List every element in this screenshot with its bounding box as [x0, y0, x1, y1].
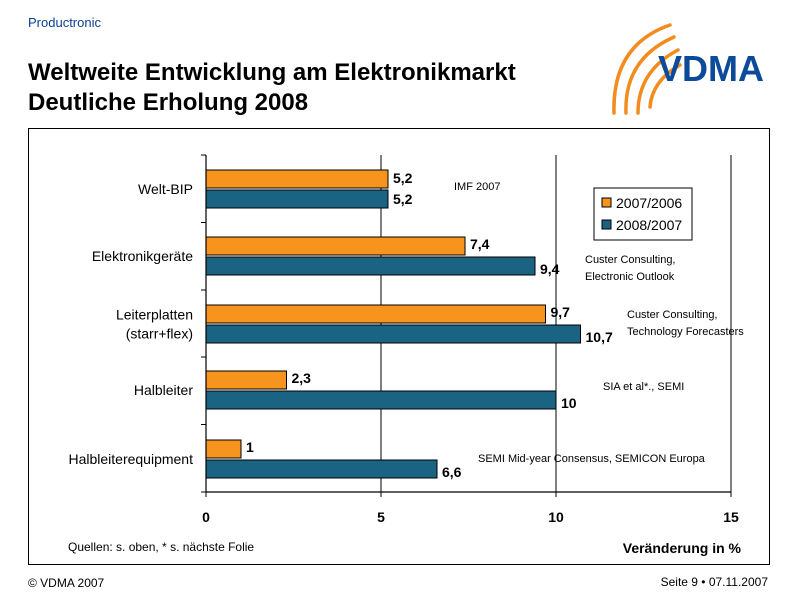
value-label-2-1: 9,4 — [540, 261, 560, 277]
source-annotation-1-1: Electronic Outlook — [585, 271, 675, 283]
source-note: Quellen: s. oben, * s. nächste Folie — [68, 540, 254, 554]
value-label-1-1: 7,4 — [470, 236, 490, 252]
title-line-2: Deutliche Erholung 2008 — [28, 89, 309, 116]
logo-arcs — [612, 23, 682, 115]
value-label-2-2: 10,7 — [586, 329, 613, 345]
source-annotation-0-0: IMF 2007 — [454, 181, 500, 193]
vdma-logo: VDMA — [612, 23, 764, 115]
chart-frame — [28, 128, 770, 565]
legend-swatch-1 — [601, 197, 612, 208]
category-label-3-0: Halbleiter — [134, 382, 193, 398]
value-label-2-0: 5,2 — [393, 191, 413, 207]
legend-swatch-2 — [601, 219, 612, 230]
source-annotation-4-0: SEMI Mid-year Consensus, SEMICON Europa — [478, 453, 706, 465]
x-tick-label-3: 15 — [723, 509, 739, 525]
x-tick-label-0: 0 — [202, 509, 210, 525]
category-label-0-0: Welt-BIP — [138, 181, 193, 197]
category-label-2-1: (starr+flex) — [126, 326, 193, 342]
value-label-1-3: 2,3 — [292, 370, 312, 386]
category-label-4-0: Halbleiterequipment — [68, 451, 193, 467]
source-annotation-2-1: Technology Forecasters — [627, 326, 744, 338]
category-label-2-0: Leiterplatten — [116, 307, 193, 323]
bar-1-0 — [205, 169, 389, 189]
legend-label-1: 2007/2006 — [616, 195, 682, 211]
logo-text: VDMA — [658, 48, 764, 89]
bar-1-1 — [205, 236, 466, 256]
bar-2-4 — [205, 459, 438, 479]
footer-copyright: © VDMA 2007 — [28, 576, 105, 590]
value-label-1-4: 1 — [246, 439, 254, 455]
footer-page-info: Seite 9 • 07.11.2007 — [660, 575, 768, 589]
value-label-2-4: 6,6 — [442, 464, 462, 480]
bar-2-2 — [205, 324, 581, 344]
section-label: Productronic — [28, 15, 101, 30]
x-tick-label-1: 5 — [377, 509, 385, 525]
bar-1-3 — [205, 370, 287, 390]
source-annotation-1-0: Custer Consulting, — [585, 254, 676, 266]
legend-label-2: 2008/2007 — [616, 217, 682, 233]
bar-2-3 — [205, 390, 557, 410]
x-axis-title: Veränderung in % — [623, 540, 742, 556]
page-title: Weltweite Entwicklung am Elektronikmarkt… — [28, 58, 516, 118]
bar-1-4 — [205, 439, 242, 459]
source-annotation-2-0: Custer Consulting, — [627, 309, 718, 321]
title-line-1: Weltweite Entwicklung am Elektronikmarkt — [28, 59, 516, 86]
bar-1-2 — [205, 304, 546, 324]
value-label-1-2: 9,7 — [551, 304, 571, 320]
source-annotation-3-0: SIA et al*., SEMI — [603, 381, 684, 393]
legend-box — [593, 187, 693, 241]
bar-2-1 — [205, 256, 536, 276]
bar-2-0 — [205, 189, 389, 209]
value-label-1-0: 5,2 — [393, 170, 413, 186]
category-label-1-0: Elektronikgeräte — [92, 248, 193, 264]
value-label-2-3: 10 — [561, 395, 577, 411]
x-tick-label-2: 10 — [548, 509, 564, 525]
